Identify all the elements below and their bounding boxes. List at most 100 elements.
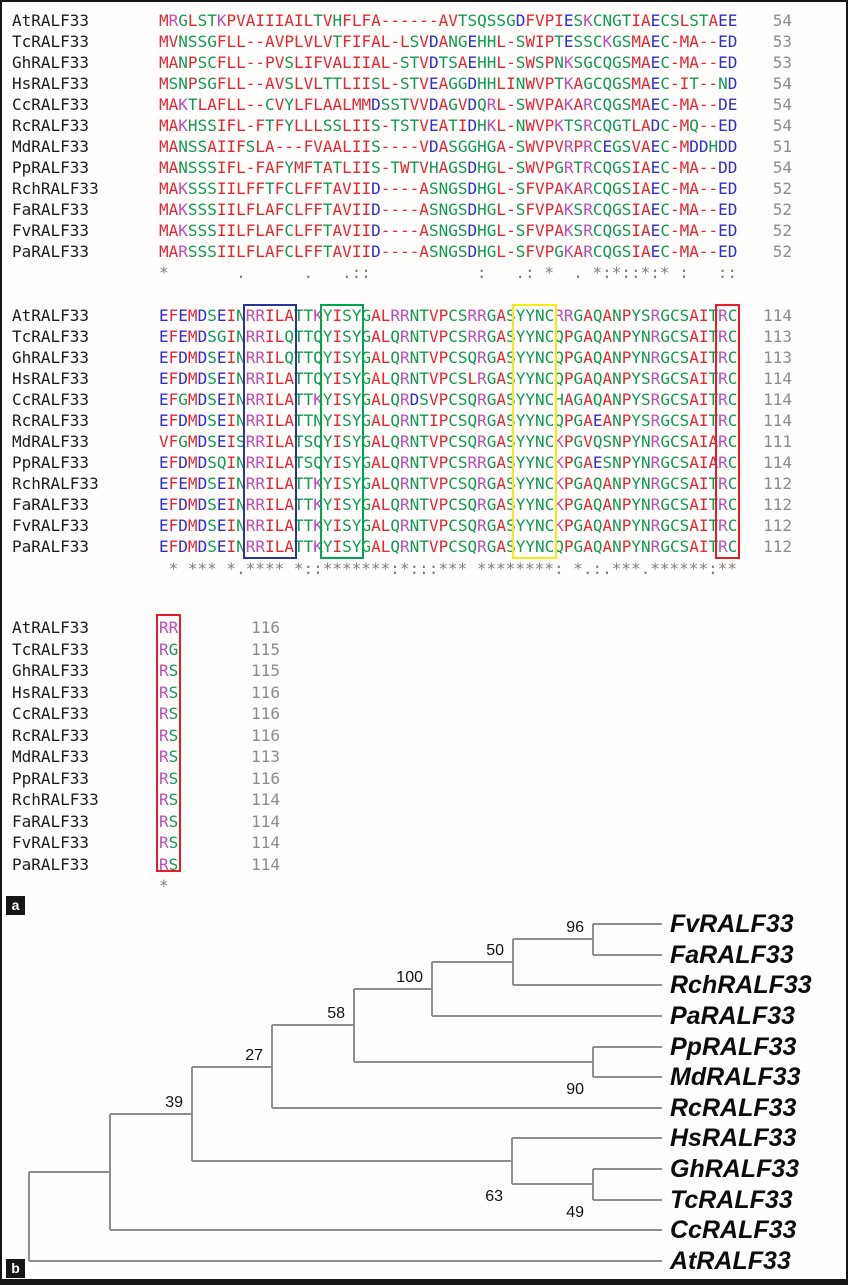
residue: M [679, 95, 690, 114]
residue: S [342, 390, 352, 409]
residue: Y [525, 537, 535, 556]
residue: C [448, 390, 458, 409]
residue: A [322, 158, 333, 177]
residue: Y [631, 369, 642, 388]
residue: A [689, 348, 699, 367]
residue: L [631, 116, 642, 135]
residue: V [534, 11, 545, 30]
residue: N [236, 348, 246, 367]
residue: S [400, 116, 410, 135]
residue: S [506, 306, 516, 325]
residue: Y [322, 306, 333, 325]
residue: I [361, 137, 372, 156]
residue: S [197, 242, 208, 261]
residue: N [612, 369, 622, 388]
residue: M [159, 53, 169, 72]
residue: P [544, 221, 555, 240]
tree-branch [432, 961, 513, 964]
residue: - [708, 95, 719, 114]
sequence-row: MANPSCFLL--PVSLIFVALIIAL-STVDTSAEHHL-SWS… [159, 52, 737, 73]
residue: A [641, 74, 651, 93]
residue: S [168, 661, 179, 680]
residue: T [207, 11, 217, 30]
residue: P [438, 369, 449, 388]
residue: R [255, 516, 266, 535]
residue: Q [467, 474, 478, 493]
residue: T [303, 390, 314, 409]
residue: A [265, 137, 275, 156]
residue: Y [515, 348, 526, 367]
residue: G [448, 179, 458, 198]
residue: G [486, 495, 497, 514]
residue: G [486, 242, 497, 261]
residue: - [669, 179, 680, 198]
residue: S [457, 369, 468, 388]
residue: A [554, 95, 564, 114]
sequence-name-label: RcRALF33 [12, 411, 90, 430]
residue: L [380, 327, 391, 346]
residue: Q [554, 537, 564, 556]
residue: C [592, 74, 603, 93]
residue: R [255, 348, 266, 367]
residue: D [178, 537, 188, 556]
sequence-name-label: GhRALF33 [12, 53, 90, 72]
sequence-row: EFDMDSEINRRILATTKYISYGALQRNTVPCSQRGASYYN… [159, 515, 737, 536]
residue: A [265, 221, 275, 240]
residue: C [669, 432, 680, 451]
residue: K [554, 116, 564, 135]
tree-branch [110, 1229, 662, 1232]
residue: R [400, 369, 410, 388]
residue: A [332, 200, 343, 219]
residue: A [284, 11, 294, 30]
residue: F [303, 221, 314, 240]
sequence-name-label: PpRALF33 [12, 158, 90, 177]
residue: L [255, 200, 266, 219]
residue: Q [592, 306, 603, 325]
residue: - [708, 221, 719, 240]
residue: - [390, 179, 401, 198]
residue: L [226, 53, 237, 72]
residue: V [159, 432, 169, 451]
residue: N [409, 495, 420, 514]
residue: I [216, 179, 227, 198]
residue: P [438, 474, 449, 493]
residue: L [380, 390, 391, 409]
residue: R [400, 327, 410, 346]
residue: Y [631, 306, 642, 325]
residue: G [573, 537, 584, 556]
residue: I [226, 327, 237, 346]
residue: - [669, 74, 680, 93]
residue: P [621, 453, 632, 472]
residue: Q [467, 390, 478, 409]
residue-count: 52 [772, 242, 792, 261]
residue: P [621, 306, 632, 325]
residue: S [679, 306, 690, 325]
sequence-name-label: TcRALF33 [12, 32, 90, 51]
residue: C [448, 369, 458, 388]
residue: L [236, 32, 246, 51]
residue: K [178, 200, 188, 219]
residue: I [216, 221, 227, 240]
tree-branch [512, 939, 514, 986]
residue: Q [592, 369, 603, 388]
residue: G [583, 74, 593, 93]
residue: T [293, 495, 304, 514]
residue-count: 114 [251, 790, 280, 809]
residue: A [332, 179, 343, 198]
residue: I [332, 453, 343, 472]
residue: M [679, 200, 690, 219]
residue: N [409, 327, 420, 346]
sequence-name-label: CcRALF33 [12, 95, 90, 114]
residue: S [457, 411, 468, 430]
residue: C [448, 453, 458, 472]
residue: D [197, 516, 208, 535]
residue: K [313, 306, 323, 325]
residue: C [727, 306, 738, 325]
residue: C [660, 32, 670, 51]
sequence-name-label: CcRALF33 [12, 390, 90, 409]
residue: A [371, 474, 381, 493]
residue: Y [525, 390, 535, 409]
residue: Y [351, 369, 362, 388]
residue: A [689, 411, 699, 430]
residue: C [544, 390, 555, 409]
